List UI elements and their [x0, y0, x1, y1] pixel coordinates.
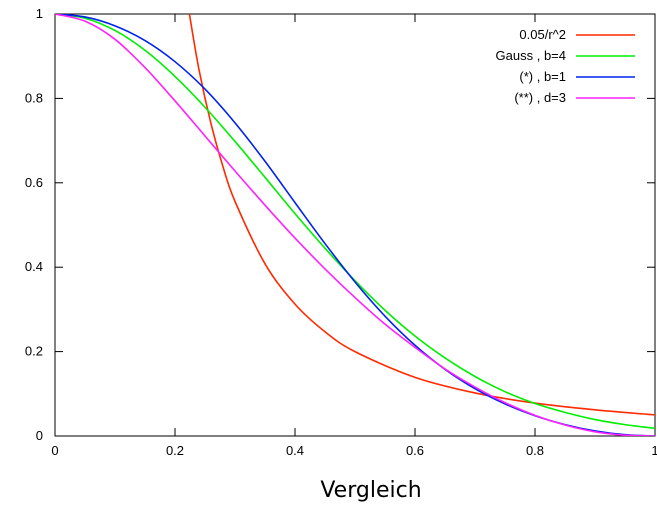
axis-ticks: 0 0.2 0.4 0.6 0.8 1 0 0.2 0.4 0.6 0.8 1 [25, 6, 657, 458]
y-tick-label: 0.2 [25, 344, 43, 359]
y-tick-label: 1 [36, 6, 43, 21]
series-line-0 [188, 14, 655, 416]
y-tick-label: 0 [36, 428, 43, 443]
plot-frame [54, 13, 656, 437]
legend-label: (*) , b=1 [519, 69, 566, 84]
series-line-1 [55, 14, 655, 430]
x-tick-label: 0.6 [406, 443, 424, 458]
y-tick-label: 0.8 [25, 90, 43, 105]
y-tick-label: 0.4 [25, 259, 43, 274]
x-tick-label: 0.4 [286, 443, 304, 458]
series-line-3 [55, 14, 655, 436]
legend: 0.05/r^2 Gauss , b=4 (*) , b=1 (**) , d=3 [496, 27, 635, 105]
x-tick-label: 0.8 [526, 443, 544, 458]
legend-label: 0.05/r^2 [519, 27, 566, 42]
x-tick-label: 1 [651, 443, 657, 458]
legend-label: (**) , d=3 [514, 90, 566, 105]
x-axis-label: Vergleich [320, 478, 421, 503]
x-tick-label: 0 [51, 443, 58, 458]
x-tick-label: 0.2 [166, 443, 184, 458]
y-tick-label: 0.6 [25, 175, 43, 190]
series-lines [55, 14, 655, 436]
legend-label: Gauss , b=4 [496, 48, 566, 63]
